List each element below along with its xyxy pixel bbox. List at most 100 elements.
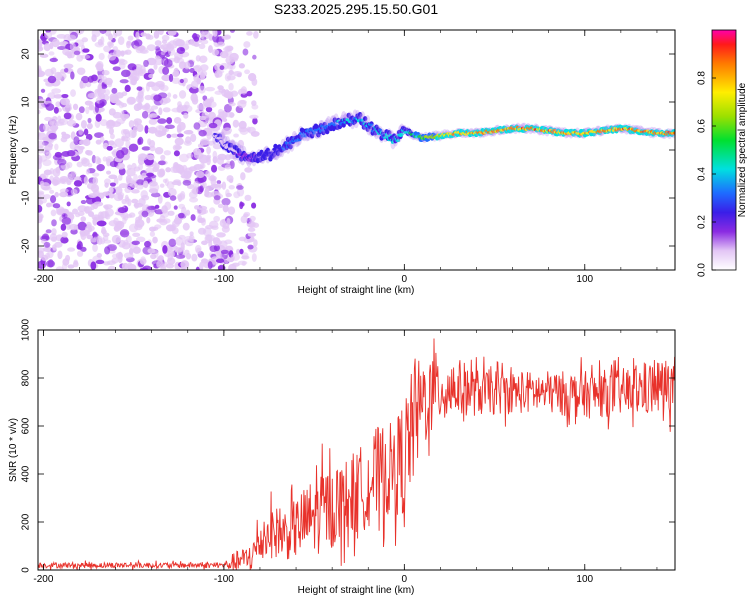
noise-blob: [88, 105, 96, 111]
noise-blob: [219, 219, 227, 228]
ridge-core: [263, 157, 268, 161]
noise-blob: [39, 174, 46, 179]
noise-blob: [244, 194, 252, 201]
noise-blob: [200, 39, 209, 45]
ridge-edge: [386, 130, 392, 136]
noise-blob: [117, 194, 124, 201]
noise-blob: [150, 192, 161, 198]
noise-blob: [47, 92, 56, 100]
x-tick-label: 0: [402, 574, 408, 585]
noise-blob: [135, 236, 146, 243]
noise-blob: [139, 256, 147, 266]
noise-blob: [175, 39, 185, 47]
noise-blob: [95, 259, 105, 265]
noise-blob: [51, 228, 57, 236]
noise-blob: [109, 93, 119, 102]
noise-blob: [223, 93, 233, 99]
noise-blob: [55, 266, 64, 270]
noise-blob: [186, 152, 193, 159]
noise-blob: [228, 102, 236, 107]
noise-blob: [202, 181, 207, 189]
noise-blob: [183, 170, 192, 179]
noise-blob: [175, 254, 186, 259]
noise-blob: [165, 263, 175, 269]
noise-blob: [76, 250, 84, 257]
noise-blob: [141, 172, 148, 179]
noise-blob: [176, 128, 182, 134]
noise-blob: [251, 100, 257, 106]
noise-blob: [129, 182, 139, 188]
noise-blob: [148, 188, 159, 194]
noise-blob: [176, 47, 186, 54]
noise-blob: [113, 217, 119, 225]
noise-blob: [97, 74, 105, 80]
ridge-core: [399, 132, 404, 136]
noise-blob: [208, 45, 213, 54]
noise-blob: [156, 218, 164, 223]
noise-blob: [157, 168, 165, 178]
colorbar-ticks: 0.0 0.2 0.4 0.6 0.8: [697, 71, 716, 277]
y-tick-label: 800: [21, 369, 32, 386]
noise-blob: [38, 190, 45, 195]
noise-blob: [182, 179, 192, 186]
noise-blob: [136, 86, 143, 91]
x-tick-label: -200: [33, 274, 53, 285]
noise-blob: [50, 236, 58, 242]
noise-blob: [196, 77, 201, 85]
noise-blob: [63, 67, 69, 73]
noise-blob: [141, 105, 149, 111]
noise-blob: [66, 201, 71, 207]
noise-blob: [118, 62, 126, 70]
noise-blob: [218, 88, 226, 93]
noise-blob: [120, 129, 127, 136]
noise-blob: [62, 258, 70, 266]
noise-blob: [85, 168, 90, 175]
noise-blob: [160, 154, 166, 161]
noise-blob: [80, 119, 87, 129]
snr-series-line: [38, 338, 675, 570]
noise-blob: [72, 103, 79, 111]
noise-blob: [246, 31, 253, 36]
noise-blob: [167, 252, 173, 261]
noise-blob: [197, 205, 208, 211]
noise-blob: [132, 232, 141, 237]
noise-blob: [143, 180, 149, 189]
noise-blob: [128, 143, 139, 152]
noise-blob: [193, 122, 201, 130]
noise-blob: [101, 70, 110, 76]
noise-blob: [96, 237, 103, 245]
noise-blob: [131, 198, 139, 204]
noise-blob: [128, 120, 135, 128]
ridge-edge: [288, 144, 293, 150]
noise-blob: [161, 74, 172, 82]
noise-blob: [200, 138, 210, 146]
noise-blob: [73, 136, 80, 146]
noise-blob: [70, 71, 75, 80]
noise-blob: [137, 138, 142, 145]
noise-blob: [191, 33, 201, 39]
noise-blob: [43, 241, 51, 248]
noise-blob: [51, 125, 58, 133]
noise-blob: [118, 183, 129, 189]
ridge-edge: [357, 112, 363, 118]
noise-blob: [167, 188, 177, 197]
snr-panel: -200 -100 0 100 0 200 400 600 800 1000 Height of…: [8, 318, 676, 596]
noise-blob: [134, 223, 143, 231]
noise-blob: [207, 101, 217, 108]
noise-blob: [148, 226, 157, 232]
noise-blob: [210, 174, 215, 182]
noise-blob: [61, 93, 69, 99]
noise-blob: [38, 194, 42, 203]
noise-blob: [94, 132, 104, 138]
noise-blob: [147, 126, 158, 134]
noise-blob: [214, 62, 222, 71]
noise-blob: [190, 133, 197, 143]
noise-blob: [104, 205, 109, 210]
noise-blob: [48, 51, 55, 56]
noise-blob: [158, 30, 164, 36]
noise-blob: [93, 201, 104, 207]
ridge-edge: [346, 112, 351, 118]
noise-blob: [86, 150, 93, 156]
noise-blob: [223, 103, 232, 113]
